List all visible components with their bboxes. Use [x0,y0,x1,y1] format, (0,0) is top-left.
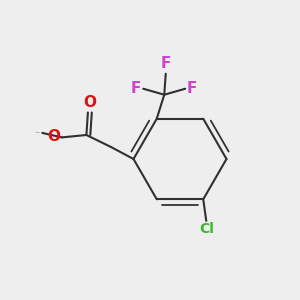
Text: methyl: methyl [36,131,41,133]
Text: O: O [83,95,96,110]
Text: F: F [187,81,197,96]
Text: F: F [131,81,142,96]
Text: F: F [160,56,171,71]
Text: Cl: Cl [199,222,214,236]
Text: O: O [47,129,60,144]
